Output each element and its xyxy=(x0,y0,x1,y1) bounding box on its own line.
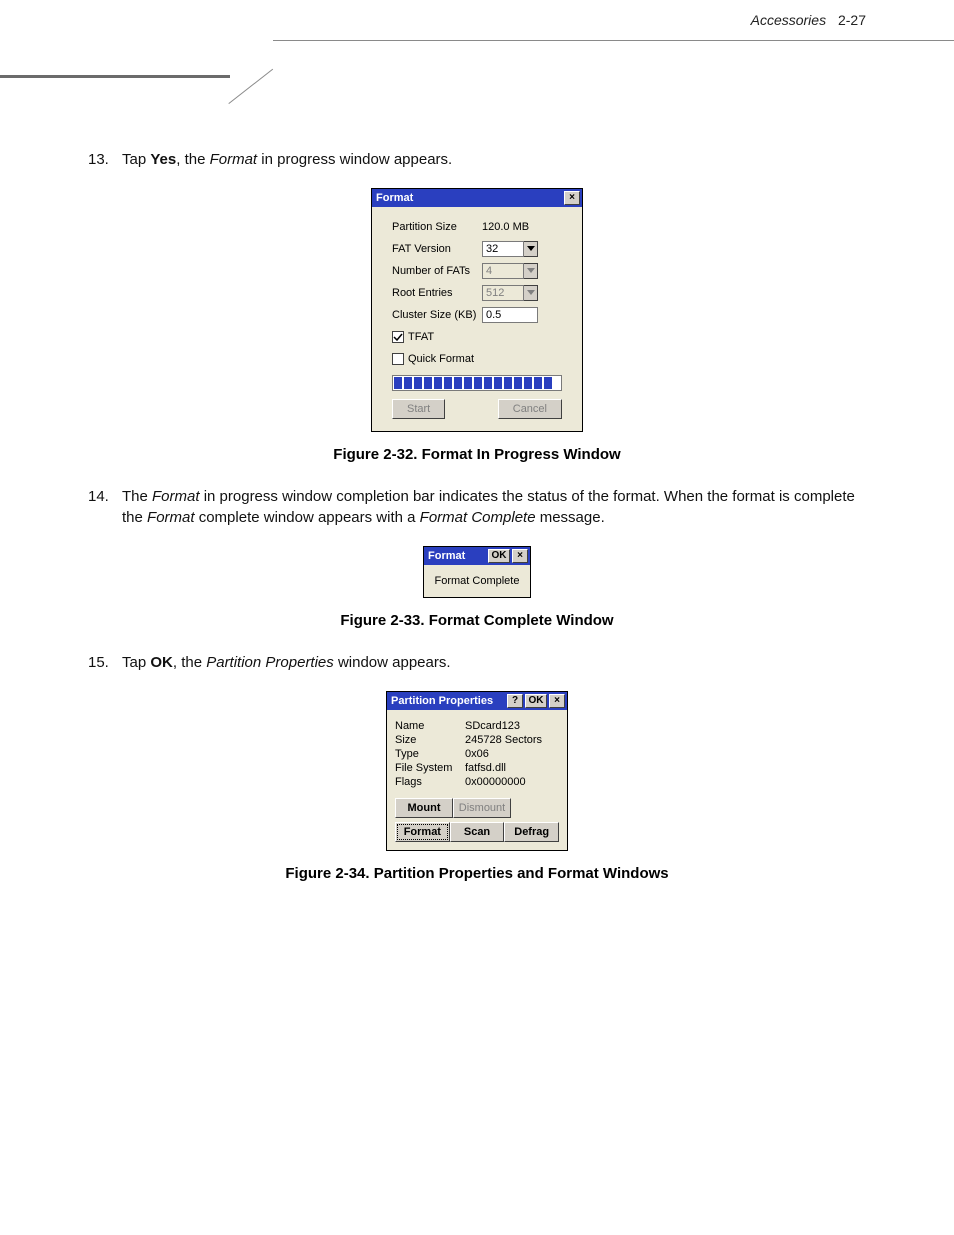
cluster-size-field[interactable]: 0.5 xyxy=(482,307,538,323)
figure-2-33-caption: Figure 2-33. Format Complete Window xyxy=(88,612,866,629)
header-page: 2-27 xyxy=(838,12,866,28)
pp-flags-value: 0x00000000 xyxy=(465,776,559,788)
progress-segment xyxy=(414,377,422,389)
progress-segment xyxy=(434,377,442,389)
format-complete-msg: Format Complete xyxy=(424,565,530,597)
root-entries-label: Root Entries xyxy=(392,287,482,299)
cancel-button: Cancel xyxy=(498,399,562,419)
progress-segment xyxy=(424,377,432,389)
pp-flags-label: Flags xyxy=(395,776,465,788)
close-icon[interactable]: × xyxy=(564,191,580,205)
format-title: Format xyxy=(376,192,413,204)
progress-segment xyxy=(454,377,462,389)
progress-segment xyxy=(404,377,412,389)
ok-button[interactable]: OK xyxy=(488,549,510,563)
progress-segment xyxy=(464,377,472,389)
quick-format-label: Quick Format xyxy=(408,353,474,365)
root-entries-field: 512 xyxy=(482,285,524,301)
dismount-button: Dismount xyxy=(453,798,511,818)
header-section: Accessories xyxy=(751,12,826,28)
help-icon[interactable]: ? xyxy=(507,694,523,708)
tfat-label: TFAT xyxy=(408,331,434,343)
cluster-size-label: Cluster Size (KB) xyxy=(392,309,482,321)
start-button: Start xyxy=(392,399,445,419)
progress-segment xyxy=(444,377,452,389)
fat-version-label: FAT Version xyxy=(392,243,482,255)
num-fats-label: Number of FATs xyxy=(392,265,482,277)
close-icon[interactable]: × xyxy=(512,549,528,563)
partition-size-label: Partition Size xyxy=(392,221,482,233)
progress-segment xyxy=(484,377,492,389)
chevron-down-icon[interactable] xyxy=(524,241,538,257)
ok-button[interactable]: OK xyxy=(525,694,547,708)
format-titlebar: Format × xyxy=(372,189,582,207)
pp-size-label: Size xyxy=(395,734,465,746)
fat-version-field[interactable]: 32 xyxy=(482,241,524,257)
format-complete-title: Format xyxy=(428,550,465,562)
format-complete-titlebar: Format OK × xyxy=(424,547,530,565)
pp-fs-label: File System xyxy=(395,762,465,774)
format-button[interactable]: Format xyxy=(395,822,450,842)
step-15: 15. Tap OK, the Partition Properties win… xyxy=(88,653,866,673)
progress-segment xyxy=(494,377,502,389)
tfat-checkbox[interactable] xyxy=(392,331,404,343)
step-13: 13. Tap Yes, the Format in progress wind… xyxy=(88,150,866,170)
page-header: Accessories 2-27 xyxy=(751,12,866,28)
progress-segment xyxy=(514,377,522,389)
defrag-button[interactable]: Defrag xyxy=(504,822,559,842)
figure-2-32-caption: Figure 2-32. Format In Progress Window xyxy=(88,446,866,463)
progress-segment xyxy=(504,377,512,389)
scan-button[interactable]: Scan xyxy=(450,822,505,842)
progress-segment xyxy=(474,377,482,389)
partition-title: Partition Properties xyxy=(391,695,493,707)
partition-properties-window: Partition Properties ? OK × Name SDcard1… xyxy=(386,691,568,851)
pp-type-label: Type xyxy=(395,748,465,760)
pp-name-value: SDcard123 xyxy=(465,720,559,732)
format-progress-bar xyxy=(392,375,562,391)
mount-button[interactable]: Mount xyxy=(395,798,453,818)
pp-fs-value: fatfsd.dll xyxy=(465,762,559,774)
figure-2-34-caption: Figure 2-34. Partition Properties and Fo… xyxy=(88,865,866,882)
partition-titlebar: Partition Properties ? OK × xyxy=(387,692,567,710)
progress-segment xyxy=(534,377,542,389)
partition-size-value: 120.0 MB xyxy=(482,221,529,233)
progress-segment xyxy=(544,377,552,389)
progress-segment xyxy=(524,377,532,389)
format-progress-window: Format × Partition Size 120.0 MB FAT Ver… xyxy=(371,188,583,432)
format-complete-window: Format OK × Format Complete xyxy=(423,546,531,598)
close-icon[interactable]: × xyxy=(549,694,565,708)
chevron-down-icon xyxy=(524,285,538,301)
quick-format-checkbox[interactable] xyxy=(392,353,404,365)
pp-name-label: Name xyxy=(395,720,465,732)
num-fats-field: 4 xyxy=(482,263,524,279)
progress-segment xyxy=(394,377,402,389)
header-separator xyxy=(0,60,884,110)
pp-type-value: 0x06 xyxy=(465,748,559,760)
chevron-down-icon xyxy=(524,263,538,279)
pp-size-value: 245728 Sectors xyxy=(465,734,559,746)
step-14: 14. The Format in progress window comple… xyxy=(88,487,866,528)
